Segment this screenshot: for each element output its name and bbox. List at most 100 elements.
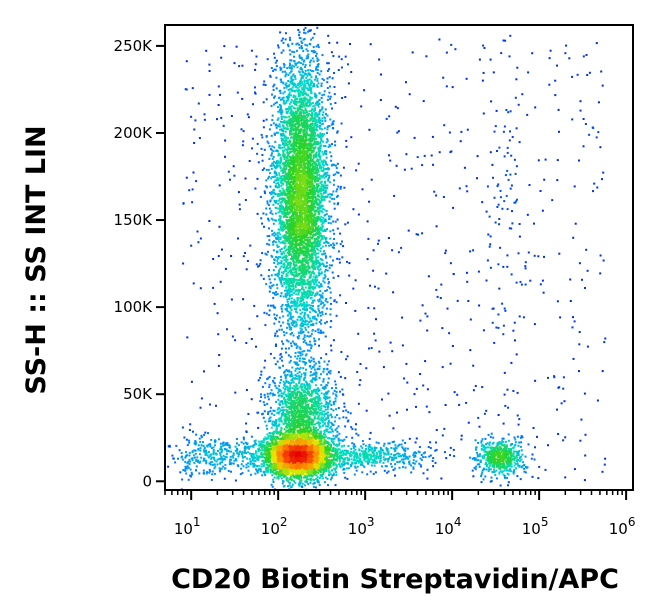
event-dot — [290, 101, 292, 104]
event-dot — [299, 327, 302, 330]
event-dot — [307, 218, 310, 221]
event-dot — [299, 249, 301, 252]
event-dot — [305, 195, 308, 198]
event-dot — [315, 52, 318, 55]
event-dot — [298, 31, 301, 34]
event-dot — [270, 168, 273, 170]
event-dot — [309, 280, 312, 283]
event-dot — [290, 277, 293, 280]
event-dot — [335, 195, 338, 198]
event-dot — [325, 297, 328, 300]
event-dot — [277, 117, 280, 120]
event-dot — [319, 228, 322, 231]
event-dot — [305, 126, 308, 129]
event-dot — [314, 244, 317, 247]
event-dot — [297, 179, 299, 182]
event-dot — [320, 229, 323, 232]
event-dot — [285, 136, 288, 139]
event-dot — [265, 213, 268, 216]
event-dot — [289, 64, 291, 66]
event-dot — [283, 158, 286, 161]
event-dot — [308, 270, 310, 273]
event-dot — [300, 225, 303, 228]
event-dot — [287, 175, 290, 178]
event-dot — [322, 134, 324, 137]
event-dot — [295, 246, 298, 249]
event-dot — [275, 182, 278, 185]
event-dot — [288, 155, 291, 158]
event-dot — [290, 124, 293, 127]
event-dot — [323, 236, 326, 239]
event-dot — [287, 242, 290, 245]
event-dot — [321, 226, 324, 229]
event-dot — [264, 84, 267, 86]
event-dot — [307, 296, 309, 299]
event-dot — [315, 66, 318, 68]
event-dot — [316, 177, 319, 180]
event-dot — [316, 206, 319, 209]
event-dot — [314, 330, 317, 333]
event-dot — [332, 276, 335, 279]
event-dot — [295, 170, 298, 173]
event-dot — [305, 222, 308, 225]
event-dot — [279, 225, 282, 228]
event-dot — [307, 248, 309, 250]
event-dot — [299, 300, 301, 303]
event-dot — [296, 42, 299, 45]
event-dot — [269, 75, 272, 78]
event-dot — [300, 40, 303, 43]
event-dot — [320, 284, 323, 287]
event-dot — [280, 224, 283, 227]
event-dot — [315, 179, 318, 182]
event-dot — [301, 360, 304, 363]
event-dot — [284, 215, 287, 218]
event-dot — [318, 261, 321, 264]
event-dot — [310, 59, 313, 62]
event-dot — [301, 190, 304, 193]
event-dot — [271, 255, 274, 258]
event-dot — [272, 296, 275, 299]
event-dot — [309, 126, 312, 129]
event-dot — [296, 66, 299, 69]
event-dot — [299, 229, 302, 232]
event-dot — [304, 166, 306, 168]
event-dot — [313, 214, 316, 216]
event-dot — [312, 256, 314, 259]
event-dot — [314, 218, 317, 221]
event-dot — [271, 233, 274, 236]
event-dot — [312, 46, 315, 49]
event-dot — [290, 136, 293, 139]
event-dot — [330, 320, 333, 323]
event-dot — [287, 152, 290, 155]
event-dot — [274, 332, 277, 335]
event-dot — [301, 88, 304, 91]
event-dot — [292, 139, 295, 142]
event-dot — [306, 174, 309, 177]
event-dot — [309, 273, 312, 276]
event-dot — [313, 83, 316, 86]
event-dot — [297, 89, 300, 92]
event-dot — [328, 266, 331, 269]
event-dot — [305, 132, 308, 135]
event-dot — [324, 244, 327, 247]
event-dot — [275, 161, 278, 164]
event-dot — [271, 218, 274, 221]
event-dot — [323, 198, 326, 201]
event-dot — [320, 169, 323, 172]
event-dot — [279, 66, 282, 69]
event-dot — [306, 146, 309, 149]
event-dot — [294, 308, 296, 310]
event-dot — [326, 163, 329, 166]
event-dot — [327, 34, 330, 37]
event-dot — [289, 132, 292, 135]
event-dot — [313, 32, 316, 35]
event-dot — [316, 80, 319, 82]
event-dot — [306, 335, 309, 338]
event-dot — [275, 179, 278, 182]
event-dot — [303, 28, 305, 31]
event-dot — [278, 215, 281, 218]
event-dot — [297, 29, 300, 31]
event-dot — [303, 59, 306, 62]
event-dot — [333, 244, 336, 247]
event-dot — [288, 49, 291, 52]
